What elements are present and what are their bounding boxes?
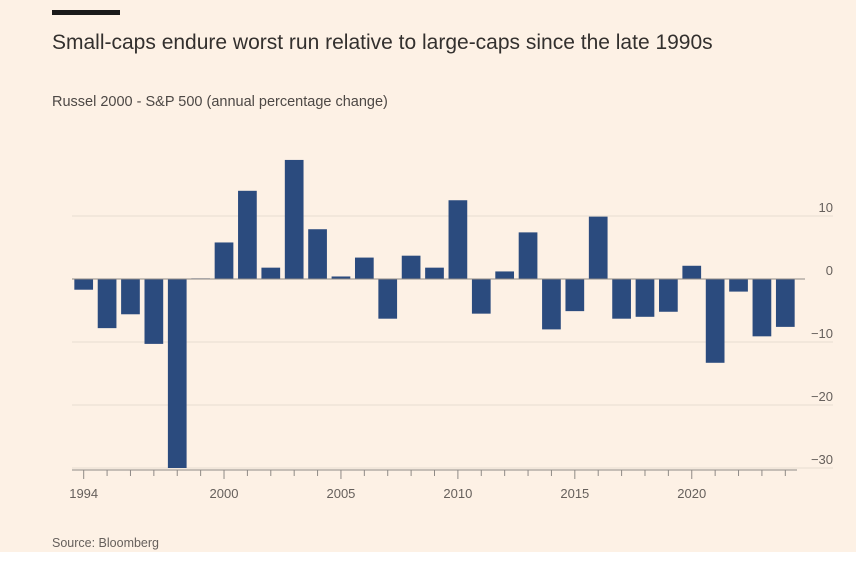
- y-tick: 0: [826, 263, 833, 278]
- bar-2020: [682, 265, 702, 279]
- x-tick: 2015: [560, 486, 589, 501]
- bar-2006: [354, 257, 374, 279]
- bar-2019: [659, 279, 678, 312]
- x-tick-label: 2005: [326, 486, 355, 501]
- y-tick: −30: [811, 452, 833, 467]
- bar-2003: [284, 159, 304, 279]
- bar-1997: [144, 279, 164, 344]
- bar-2012: [495, 271, 515, 279]
- y-tick: −10: [811, 326, 833, 341]
- bar-2001: [238, 190, 257, 279]
- bar-2011: [471, 279, 491, 314]
- bar-2022: [729, 279, 748, 292]
- bar-2007: [378, 279, 398, 319]
- x-tick-label: 2000: [210, 486, 239, 501]
- y-tick-label: −10: [811, 326, 833, 341]
- bar-2023: [752, 279, 772, 337]
- bar-1996: [121, 279, 140, 315]
- bar-1994: [74, 279, 94, 290]
- bar-2004: [308, 229, 327, 279]
- bar-1998: [167, 279, 187, 468]
- y-tick-label: −30: [811, 452, 833, 467]
- x-tick: 2020: [677, 486, 706, 501]
- x-tick: 1994: [69, 486, 98, 501]
- y-tick-label: 10: [819, 200, 833, 215]
- y-tick-label: −20: [811, 389, 833, 404]
- x-tick: 2000: [210, 486, 239, 501]
- x-tick-label: 1994: [69, 486, 98, 501]
- bar-2021: [705, 279, 725, 363]
- chart-title: Small-caps endure worst run relative to …: [52, 31, 713, 54]
- bar-2005: [331, 276, 351, 279]
- bar-2018: [635, 279, 655, 317]
- bar-2009: [425, 267, 444, 279]
- bar-2000: [214, 242, 234, 279]
- bar-2016: [588, 216, 608, 279]
- x-tick-label: 2015: [560, 486, 589, 501]
- bar-2024: [775, 279, 795, 327]
- bar-2008: [401, 255, 421, 279]
- chart-subtitle: Russel 2000 - S&P 500 (annual percentage…: [52, 94, 388, 110]
- bar-2002: [261, 267, 281, 279]
- bar-2015: [565, 279, 585, 312]
- header-rule: [52, 10, 120, 15]
- bar-2017: [612, 279, 631, 319]
- x-tick: 2010: [443, 486, 472, 501]
- bar-2014: [542, 279, 561, 330]
- bar-2010: [448, 200, 468, 279]
- source-note: Source: Bloomberg: [52, 536, 160, 550]
- x-tick: 2005: [326, 486, 355, 501]
- y-tick-label: 0: [826, 263, 833, 278]
- bar-2013: [518, 232, 538, 279]
- y-tick: −20: [811, 389, 833, 404]
- x-tick-label: 2020: [677, 486, 706, 501]
- y-tick: 10: [819, 200, 833, 215]
- x-tick-label: 2010: [443, 486, 472, 501]
- bar-1995: [97, 279, 117, 329]
